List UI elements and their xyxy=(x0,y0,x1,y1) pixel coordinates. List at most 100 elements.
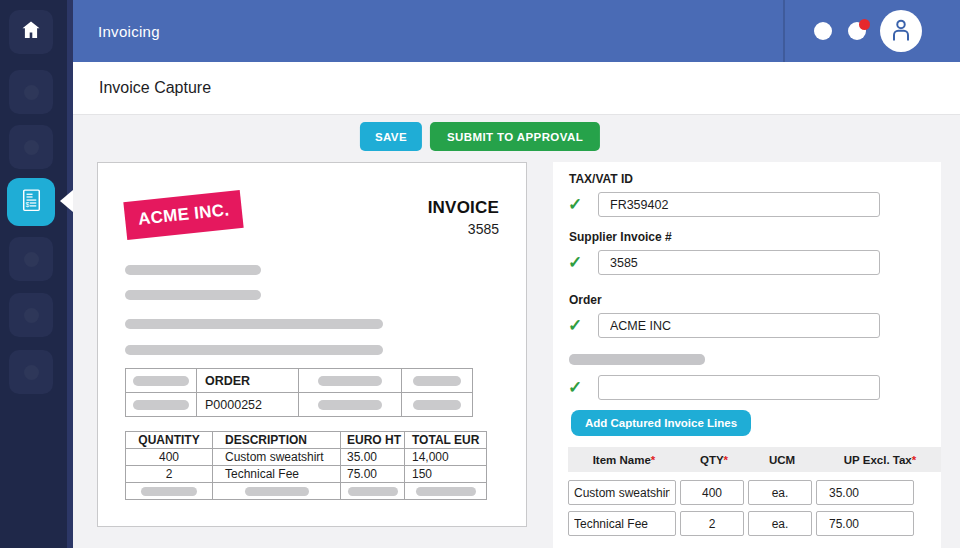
valid-check-icon: ✓ xyxy=(568,315,598,336)
unit-price-input[interactable] xyxy=(816,480,914,505)
submit-to-approval-button[interactable]: SUBMIT TO APPROVAL xyxy=(430,122,600,151)
order-number-value: P0000252 xyxy=(197,393,299,417)
captured-lines-table-header: Item Name* QTY* UCM UP Excl. Tax* xyxy=(568,447,941,472)
table-row: 2 Technical Fee 75.00 150 xyxy=(126,466,487,483)
captured-line-row xyxy=(568,511,941,536)
action-toolbar: SAVE SUBMIT TO APPROVAL xyxy=(360,122,600,151)
cell-quantity: 2 xyxy=(126,466,213,483)
redacted-text-bar xyxy=(413,400,461,410)
redacted-text-bar xyxy=(125,290,261,300)
circle-icon xyxy=(24,365,39,380)
field-label: TAX/VAT ID xyxy=(569,172,941,186)
invoice-doc-title: INVOICE xyxy=(428,198,499,218)
cell-description: Technical Fee xyxy=(213,466,341,483)
page-title: Invoice Capture xyxy=(99,79,211,97)
redacted-text-bar xyxy=(318,376,382,386)
cell-unit-price: 35.00 xyxy=(341,449,405,466)
sidebar-item-invoicing[interactable]: $ xyxy=(7,178,55,226)
cell-quantity: 400 xyxy=(126,449,213,466)
column-header: TOTAL EUR xyxy=(405,432,487,449)
notification-button[interactable] xyxy=(848,22,866,40)
app-bar: Invoicing xyxy=(73,0,960,62)
column-header: UP Excl. Tax* xyxy=(816,454,941,466)
invoice-preview-panel: ACME INC. INVOICE 3585 O xyxy=(97,162,527,527)
page-header: Invoice Capture xyxy=(73,62,960,115)
ucm-input[interactable] xyxy=(748,480,812,505)
column-header: DESCRIPTION xyxy=(213,432,341,449)
svg-text:$: $ xyxy=(25,201,29,208)
sidebar: $ xyxy=(0,0,73,548)
invoice-doc-number: 3585 xyxy=(428,221,499,237)
invoice-preview-header: ACME INC. INVOICE 3585 xyxy=(125,189,499,243)
save-button[interactable]: SAVE xyxy=(360,122,422,151)
cell-description: Custom sweatshirt xyxy=(213,449,341,466)
sidebar-item-placeholder-5[interactable] xyxy=(9,350,53,394)
column-header: QTY* xyxy=(680,454,748,466)
sidebar-item-home[interactable] xyxy=(9,10,53,54)
table-row: 400 Custom sweatshirt 35.00 14,000 xyxy=(126,449,487,466)
active-item-notch xyxy=(60,190,73,212)
item-name-input[interactable] xyxy=(568,511,676,536)
required-marker: * xyxy=(651,454,655,466)
status-indicator-button[interactable] xyxy=(814,22,832,40)
redacted-text-bar xyxy=(125,319,383,329)
content-area: SAVE SUBMIT TO APPROVAL ACME INC. INVOIC… xyxy=(73,115,960,548)
sidebar-item-placeholder-1[interactable] xyxy=(9,70,53,114)
cell-total: 14,000 xyxy=(405,449,487,466)
redacted-text-bar xyxy=(133,400,189,410)
ucm-input[interactable] xyxy=(748,511,812,536)
valid-check-icon: ✓ xyxy=(568,252,598,273)
redacted-text-bar xyxy=(245,487,309,496)
invoice-capture-form-panel: TAX/VAT ID ✓ Supplier Invoice # ✓ Order … xyxy=(553,162,941,548)
table-row: ORDER xyxy=(126,369,473,393)
cell-unit-price: 75.00 xyxy=(341,466,405,483)
redacted-text-bar xyxy=(318,400,382,410)
invoice-order-table: ORDER P0000252 xyxy=(125,368,473,417)
sidebar-item-placeholder-3[interactable] xyxy=(9,237,53,281)
redacted-text-bar xyxy=(125,265,261,275)
supplier-logo: ACME INC. xyxy=(123,190,244,240)
tax-vat-id-input[interactable] xyxy=(598,192,880,217)
order-column-header: ORDER xyxy=(197,369,299,393)
add-captured-invoice-lines-button[interactable]: Add Captured Invoice Lines xyxy=(571,410,751,436)
circle-icon xyxy=(24,308,39,323)
sidebar-item-placeholder-2[interactable] xyxy=(9,125,53,169)
redacted-text-bar xyxy=(133,376,189,386)
unit-price-input[interactable] xyxy=(816,511,914,536)
invoice-line-items-table: QUANTITY DESCRIPTION EURO HT TOTAL EUR 4… xyxy=(125,431,487,500)
app-bar-divider xyxy=(783,0,785,62)
qty-input[interactable] xyxy=(680,511,744,536)
sidebar-item-placeholder-4[interactable] xyxy=(9,293,53,337)
field-row: ✓ xyxy=(568,192,941,217)
item-name-input[interactable] xyxy=(568,480,676,505)
supplier-invoice-number-input[interactable] xyxy=(598,250,880,275)
qty-input[interactable] xyxy=(680,480,744,505)
extra-field-input[interactable] xyxy=(598,375,880,400)
home-icon xyxy=(19,18,43,46)
redacted-text-bar xyxy=(141,487,197,496)
captured-line-row xyxy=(568,480,941,505)
redacted-text-bar xyxy=(413,376,461,386)
redacted-text-bar xyxy=(416,487,476,496)
field-label: Supplier Invoice # xyxy=(569,230,941,244)
user-avatar-button[interactable] xyxy=(880,10,922,52)
column-header: QUANTITY xyxy=(126,432,213,449)
cell-total: 150 xyxy=(405,466,487,483)
invoice-meta: INVOICE 3585 xyxy=(428,189,499,237)
circle-icon xyxy=(24,252,39,267)
main-column: Invoicing Invoice Capture xyxy=(73,0,960,548)
column-header: UCM xyxy=(748,454,816,466)
column-header: EURO HT xyxy=(341,432,405,449)
panels-row: ACME INC. INVOICE 3585 O xyxy=(97,162,960,548)
circle-icon xyxy=(24,85,39,100)
app-root: $ Invoicing xyxy=(0,0,960,548)
valid-check-icon: ✓ xyxy=(568,194,598,215)
invoice-document-icon: $ xyxy=(18,187,45,218)
redacted-label-bar xyxy=(569,354,705,365)
app-bar-title: Invoicing xyxy=(98,23,160,40)
order-input[interactable] xyxy=(598,313,880,338)
circle-icon xyxy=(24,140,39,155)
notification-badge xyxy=(859,19,870,30)
field-row: ✓ xyxy=(568,313,941,338)
table-row: P0000252 xyxy=(126,393,473,417)
